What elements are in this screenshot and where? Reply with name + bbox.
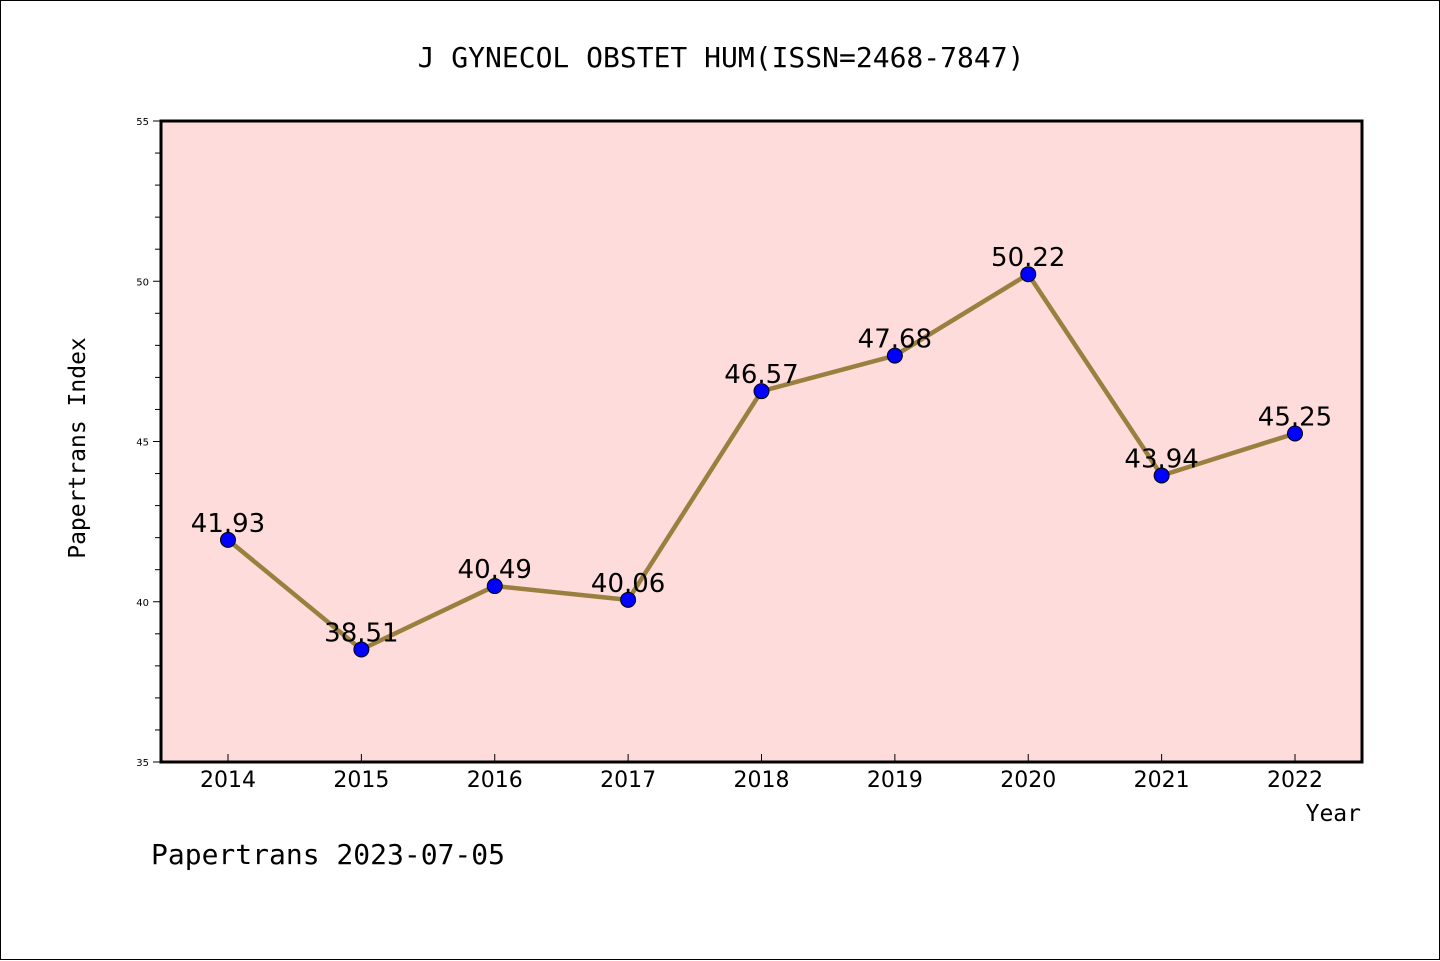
data-labels: 41.93 38.51 40.49 40.06 46.57 47.68 50.22 43.94… [191,243,1332,648]
data-label: 41.93 [191,509,265,539]
x-tick-label: 2016 [467,768,523,793]
data-label: 43.94 [1124,444,1198,474]
data-point-marker [1020,266,1037,283]
data-point-marker [886,347,903,364]
y-tick-label: 45 [136,438,149,449]
data-label: 50.22 [991,243,1065,273]
data-point-marker [486,578,503,595]
data-point-marker [1153,467,1170,484]
footer-text: Papertrans 2023-07-05 [151,838,505,871]
data-label: 47.68 [858,325,932,355]
data-label: 45.25 [1258,402,1332,432]
x-tick-label: 2019 [867,768,923,793]
data-point-marker [1287,425,1303,442]
data-point-marker [353,641,370,658]
x-axis-ticks: 2014 2015 2016 2017 2018 2019 2020 2021 2022 [200,754,1323,793]
x-tick-label: 2018 [734,768,790,793]
data-label: 40.49 [458,555,532,585]
data-point-marker [753,383,770,400]
y-axis-label: Papertrans Index [65,337,91,559]
data-point-marker [620,591,637,608]
y-tick-label: 50 [136,277,149,288]
chart-title: J GYNECOL OBSTET HUM(ISSN=2468-7847) [418,41,1025,74]
x-tick-label: 2021 [1134,768,1190,793]
x-tick-label: 2015 [333,768,389,793]
x-axis-label: Year [1306,801,1361,827]
x-tick-label: 2014 [200,768,256,793]
y-axis-ticks: 35 40 45 50 55 [136,117,161,769]
x-tick-label: 2020 [1000,768,1056,793]
data-point-marker [220,531,236,548]
data-label: 38.51 [324,619,398,649]
y-tick-label: 40 [136,598,149,609]
y-tick-label: 35 [136,758,149,769]
plot-area [159,119,1364,764]
x-tick-label: 2017 [600,768,656,793]
y-tick-label: 55 [136,117,149,128]
data-label: 40.06 [591,569,665,599]
data-label: 46.57 [724,360,798,390]
data-markers [220,266,1303,658]
x-tick-label: 2022 [1267,768,1323,793]
